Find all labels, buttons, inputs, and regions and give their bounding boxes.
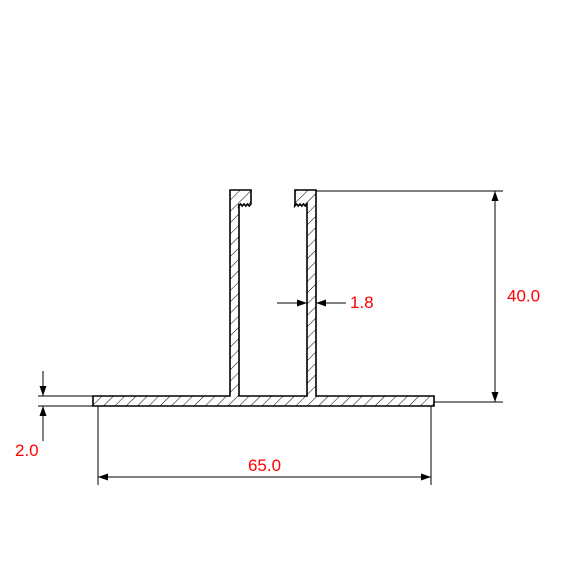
profile-outline (93, 190, 434, 406)
dim-height: 40.0 (507, 287, 540, 306)
dim-width: 65.0 (248, 456, 281, 475)
dim-wall: 1.8 (350, 293, 374, 312)
dim-base: 2.0 (15, 441, 39, 460)
